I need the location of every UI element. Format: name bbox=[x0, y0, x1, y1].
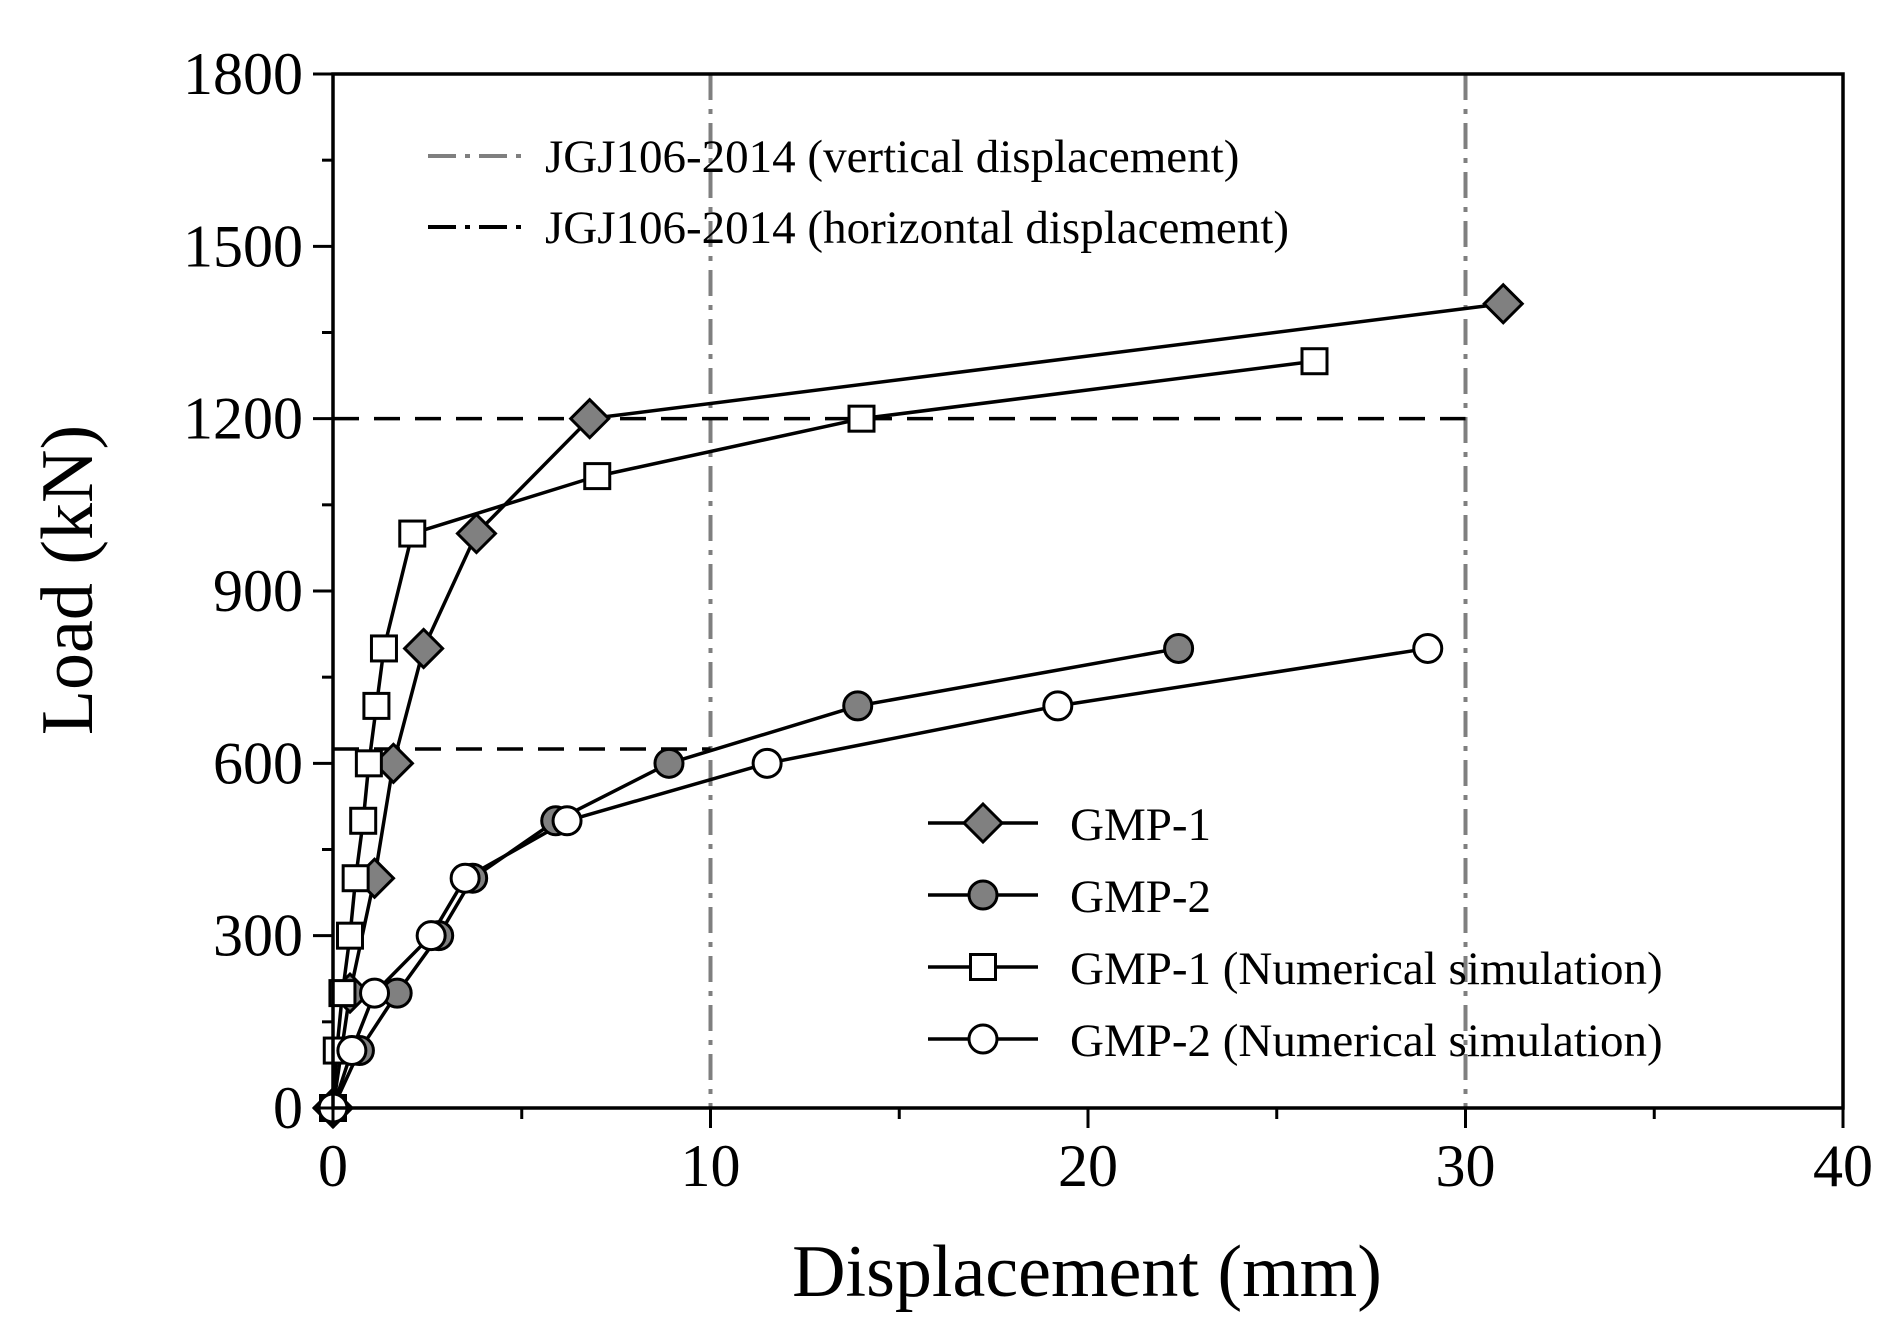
series-line-gmp-1 bbox=[331, 302, 1504, 1109]
data-point bbox=[402, 627, 445, 670]
x-tick-label: 30 bbox=[1436, 1133, 1496, 1199]
data-point bbox=[359, 977, 391, 1009]
data-point bbox=[415, 920, 447, 952]
y-tick-label: 0 bbox=[273, 1075, 303, 1141]
data-point bbox=[328, 979, 357, 1008]
data-point bbox=[751, 747, 783, 779]
y-tick-label: 300 bbox=[213, 903, 303, 969]
data-point bbox=[349, 806, 378, 835]
y-tick-label: 600 bbox=[213, 730, 303, 796]
x-tick-label: 10 bbox=[681, 1133, 741, 1199]
data-point bbox=[583, 462, 612, 491]
y-tick-label: 1200 bbox=[183, 386, 303, 452]
x-tick-label: 40 bbox=[1813, 1133, 1873, 1199]
data-point bbox=[354, 749, 383, 778]
data-point bbox=[335, 921, 364, 950]
reference-legend: JGJ106-2014 (vertical displacement) JGJ10… bbox=[428, 131, 1289, 254]
x-tick-label: 0 bbox=[318, 1133, 348, 1199]
y-tick-label: 1800 bbox=[183, 41, 303, 107]
legend-horizontal-ref-label: JGJ106-2014 (horizontal displacement) bbox=[545, 202, 1289, 254]
data-point bbox=[1412, 632, 1444, 664]
y-axis-title: Load (kN) bbox=[27, 425, 109, 735]
legend-swatch-marker bbox=[961, 801, 1005, 845]
data-point bbox=[842, 690, 874, 722]
series-line-gmp-1-numerical-simulation bbox=[331, 359, 1315, 1109]
data-point bbox=[449, 862, 481, 894]
legend-swatch-marker bbox=[967, 879, 999, 911]
data-point bbox=[398, 519, 427, 548]
data-point bbox=[653, 747, 685, 779]
legend-swatch-marker bbox=[967, 1023, 999, 1055]
data-point bbox=[336, 1035, 368, 1067]
series-markers-gmp-1-numerical-simulation bbox=[319, 347, 1329, 1122]
legend-label-gmp-2: GMP-2 bbox=[1070, 871, 1211, 923]
data-point bbox=[341, 864, 370, 893]
legend-label-gmp-1-numerical-simulation: GMP-1 (Numerical simulation) bbox=[1070, 943, 1663, 995]
data-point bbox=[551, 805, 583, 837]
data-point bbox=[568, 397, 611, 440]
series-legend: GMP-1 GMP-2 GMP-1 (Numerical simulation) GM… bbox=[928, 799, 1663, 1067]
data-point bbox=[362, 691, 391, 720]
data-point bbox=[369, 634, 398, 663]
legend-vertical-ref-label: JGJ106-2014 (vertical displacement) bbox=[545, 131, 1239, 183]
x-axis-title: Displacement (mm) bbox=[792, 1231, 1382, 1313]
data-point bbox=[1042, 690, 1074, 722]
data-point bbox=[1482, 282, 1525, 325]
data-point bbox=[455, 512, 498, 555]
x-tick-label: 20 bbox=[1058, 1133, 1118, 1199]
legend-swatch-marker bbox=[969, 953, 997, 981]
data-point bbox=[1300, 347, 1329, 376]
series-markers-gmp-2-numerical-simulation bbox=[317, 632, 1444, 1124]
y-tick-label: 900 bbox=[213, 558, 303, 624]
y-tick-label: 1500 bbox=[183, 213, 303, 279]
data-point bbox=[847, 404, 876, 433]
legend-label-gmp-1: GMP-1 bbox=[1070, 799, 1211, 851]
legend-label-gmp-2-numerical-simulation: GMP-2 (Numerical simulation) bbox=[1070, 1015, 1663, 1067]
data-point bbox=[1163, 632, 1195, 664]
